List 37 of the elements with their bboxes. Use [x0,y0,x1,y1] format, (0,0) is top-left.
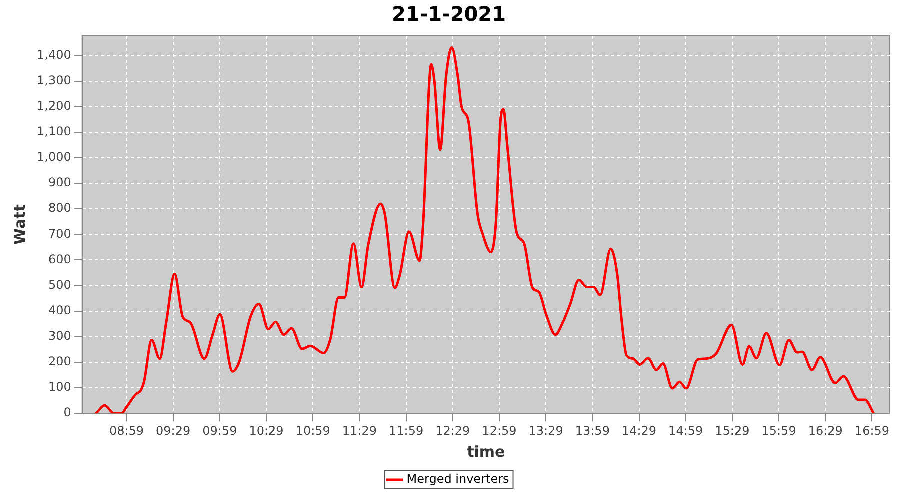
y-tick-label: 800 [48,201,72,216]
y-tick-label: 200 [48,354,72,369]
x-tick-label: 14:29 [622,424,657,438]
x-tick-label: 12:29 [436,424,470,438]
x-tick-label: 10:59 [296,424,330,438]
y-tick-label: 300 [48,329,72,344]
x-tick-label: 16:29 [808,424,843,438]
x-tick-label: 16:59 [854,424,890,438]
x-tick-label: 13:29 [528,424,564,438]
y-tick-label: 1,400 [36,48,72,62]
x-tick-label: 13:59 [575,424,610,438]
x-tick-label: 10:29 [249,424,284,438]
x-tick-label: 15:59 [762,424,796,438]
x-tick-label: 09:29 [156,424,191,438]
y-tick-label: 1,300 [36,73,72,88]
y-tick-label: 400 [48,303,72,318]
line-series [94,46,875,414]
y-tick-label: 0 [64,406,72,420]
chart-title: 21-1-2021 [392,2,506,26]
x-tick-label: 08:59 [109,424,144,438]
x-tick-label: 12:59 [482,424,517,438]
y-axis-title: Watt [10,204,29,246]
x-tick-label: 14:59 [668,424,704,438]
y-tick-label: 1,200 [36,98,72,113]
legend-label: Merged inverters [406,472,510,486]
y-tick-label: 1,000 [36,150,72,164]
y-tick-label: 1,100 [36,124,72,139]
x-tick-label: 11:29 [342,424,377,438]
x-axis-title: time [467,442,506,461]
y-tick-label: 600 [48,252,72,266]
x-tick-label: 09:59 [202,424,238,438]
y-tick-label: 500 [48,278,72,292]
y-tick-label: 900 [48,176,72,190]
y-tick-label: 100 [48,380,72,394]
x-tick-label: 11:59 [389,424,424,438]
x-tick-label: 15:29 [715,424,750,438]
y-tick-label: 700 [48,226,72,241]
